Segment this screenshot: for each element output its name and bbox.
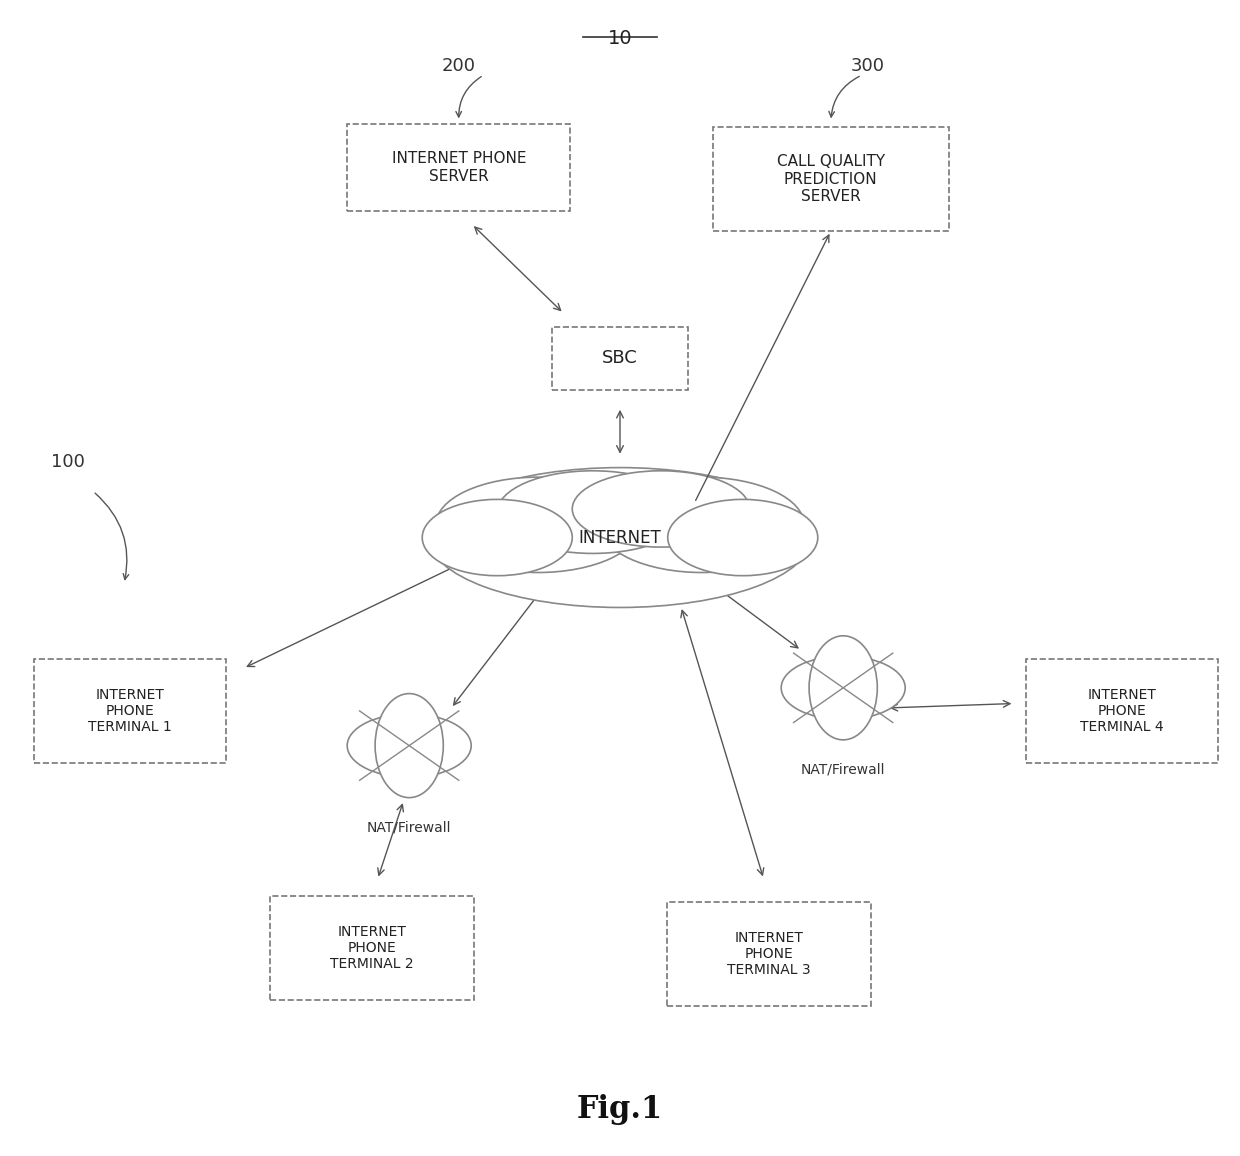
FancyBboxPatch shape (270, 896, 474, 1000)
Ellipse shape (573, 470, 749, 547)
Text: 300: 300 (851, 57, 885, 75)
Ellipse shape (436, 477, 641, 572)
Ellipse shape (422, 499, 572, 576)
Text: CALL QUALITY
PREDICTION
SERVER: CALL QUALITY PREDICTION SERVER (776, 154, 885, 205)
Text: 200: 200 (441, 57, 476, 75)
Text: 10: 10 (608, 29, 632, 47)
Ellipse shape (667, 499, 818, 576)
FancyBboxPatch shape (347, 124, 570, 210)
Ellipse shape (347, 713, 471, 777)
Ellipse shape (808, 636, 878, 740)
FancyBboxPatch shape (1025, 659, 1218, 763)
Text: INTERNET
PHONE
TERMINAL 1: INTERNET PHONE TERMINAL 1 (88, 688, 172, 734)
FancyBboxPatch shape (667, 902, 870, 1006)
FancyBboxPatch shape (33, 659, 226, 763)
Text: INTERNET
PHONE
TERMINAL 4: INTERNET PHONE TERMINAL 4 (1080, 688, 1164, 734)
Text: NAT/Firewall: NAT/Firewall (801, 763, 885, 777)
Text: INTERNET PHONE
SERVER: INTERNET PHONE SERVER (392, 151, 526, 184)
Ellipse shape (429, 467, 811, 608)
Text: INTERNET
PHONE
TERMINAL 2: INTERNET PHONE TERMINAL 2 (330, 925, 414, 971)
Text: Fig.1: Fig.1 (577, 1095, 663, 1125)
Text: INTERNET: INTERNET (579, 528, 661, 547)
Ellipse shape (600, 477, 805, 572)
Text: INTERNET
PHONE
TERMINAL 3: INTERNET PHONE TERMINAL 3 (727, 931, 811, 977)
Text: SBC: SBC (603, 349, 637, 368)
Ellipse shape (374, 694, 444, 798)
Text: 100: 100 (51, 453, 86, 472)
Ellipse shape (497, 470, 688, 554)
FancyBboxPatch shape (713, 127, 949, 231)
Text: NAT/Firewall: NAT/Firewall (367, 821, 451, 835)
FancyBboxPatch shape (552, 326, 688, 390)
Ellipse shape (781, 655, 905, 719)
